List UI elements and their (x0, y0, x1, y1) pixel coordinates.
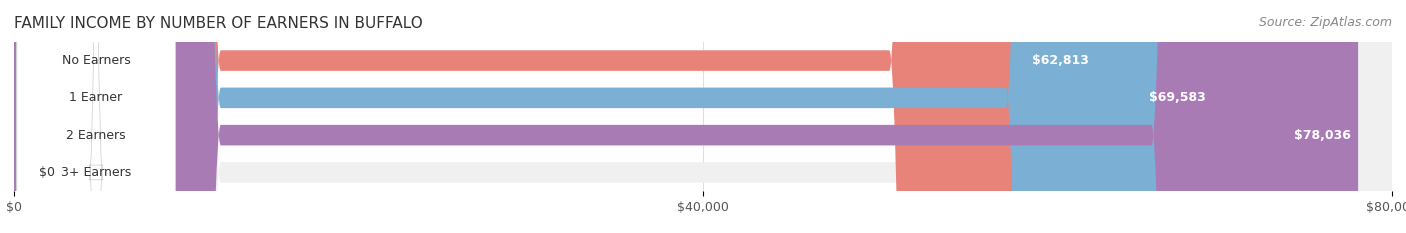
Text: 2 Earners: 2 Earners (66, 129, 127, 142)
FancyBboxPatch shape (14, 0, 1358, 233)
FancyBboxPatch shape (17, 0, 176, 233)
FancyBboxPatch shape (14, 0, 1095, 233)
FancyBboxPatch shape (14, 0, 1392, 233)
Text: $0: $0 (39, 166, 55, 179)
FancyBboxPatch shape (17, 0, 176, 233)
FancyBboxPatch shape (14, 0, 1392, 233)
Text: $62,813: $62,813 (1032, 54, 1090, 67)
Text: $78,036: $78,036 (1295, 129, 1351, 142)
Text: $69,583: $69,583 (1149, 91, 1205, 104)
FancyBboxPatch shape (17, 0, 176, 233)
Text: FAMILY INCOME BY NUMBER OF EARNERS IN BUFFALO: FAMILY INCOME BY NUMBER OF EARNERS IN BU… (14, 16, 423, 31)
FancyBboxPatch shape (17, 0, 176, 233)
Text: 1 Earner: 1 Earner (69, 91, 122, 104)
Text: 3+ Earners: 3+ Earners (60, 166, 131, 179)
FancyBboxPatch shape (14, 0, 1392, 233)
Text: No Earners: No Earners (62, 54, 131, 67)
FancyBboxPatch shape (14, 0, 1212, 233)
FancyBboxPatch shape (14, 0, 1392, 233)
Text: Source: ZipAtlas.com: Source: ZipAtlas.com (1258, 16, 1392, 29)
